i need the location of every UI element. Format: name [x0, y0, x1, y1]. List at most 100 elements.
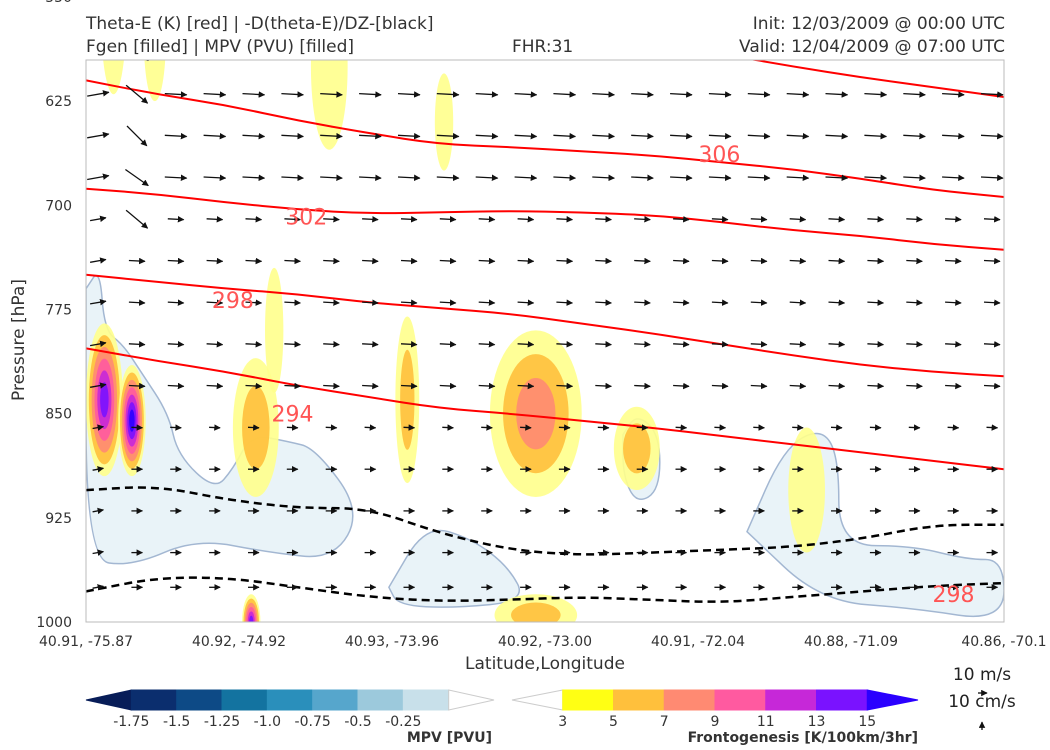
theta-e-label: 306: [698, 143, 740, 168]
x-tick-label: 40.86, -70.1: [961, 634, 1046, 650]
y-tick-label: 850: [45, 407, 72, 423]
wind-vector: [517, 382, 535, 390]
wind-vector: [634, 299, 651, 306]
wind-vector: [209, 424, 221, 431]
colorbar-segment: [221, 689, 268, 711]
wind-vector: [284, 341, 301, 348]
wind-vector: [711, 216, 729, 223]
wind-vector: [206, 299, 224, 306]
colorbar-tick-label: 5: [609, 714, 618, 730]
fgen-level-13: [249, 615, 254, 622]
wind-vector: [242, 132, 266, 140]
wind-vector: [398, 52, 420, 53]
wind-vector: [753, 424, 765, 431]
wind-vector: [906, 341, 923, 348]
fgen-blob-20: [242, 594, 261, 622]
wind-vector: [245, 341, 263, 348]
wind-vector: [828, 299, 846, 306]
colorbar-segment: [816, 689, 868, 711]
wind-vector: [983, 382, 1001, 390]
wind-vector: [517, 257, 535, 265]
wind-vector: [478, 382, 496, 390]
wind-vector: [478, 341, 496, 348]
wind-vector: [980, 132, 1004, 140]
wind-vector: [553, 132, 577, 140]
wind-vector: [359, 132, 382, 140]
wind-vector: [945, 299, 962, 306]
wind-vector: [320, 52, 342, 53]
wind-vector: [400, 382, 418, 390]
wind-vector: [439, 341, 457, 348]
wind-vector: [325, 424, 338, 431]
colorbar-segment: [266, 689, 314, 711]
wind-vector: [281, 132, 304, 140]
wind-vector: [514, 174, 538, 182]
wind-vector: [125, 84, 149, 104]
wind-vector: [750, 382, 768, 390]
colorbar-segment: [866, 689, 919, 711]
wind-vector: [556, 299, 574, 306]
wind-vector: [245, 257, 263, 265]
wind-vector: [204, 10, 226, 11]
fgen-level-13: [100, 382, 109, 418]
wind-vector: [128, 299, 146, 306]
theta-e-label-layer: 3423383343303263223183143103063022982942…: [212, 60, 975, 608]
fgen-level-3: [434, 73, 454, 171]
wind-vector: [983, 299, 1001, 306]
theta-e-contour-306: [86, 79, 1004, 198]
wind-vector: [906, 299, 923, 306]
x-tick-label: 40.93, -73.96: [345, 634, 439, 650]
wind-vector: [556, 257, 574, 265]
wind-vector: [595, 382, 612, 390]
y-tick-label: 625: [45, 94, 72, 110]
colorbar-tick-label: -0.5: [344, 714, 371, 730]
wind-vector: [789, 299, 807, 306]
colorbar-segment: [85, 689, 132, 711]
wind-vector: [903, 132, 926, 140]
y-tick-label: 925: [45, 511, 72, 527]
wind-vector: [634, 257, 651, 265]
wind-vector: [826, 52, 848, 53]
wind-vector: [475, 174, 499, 182]
wind-vector: [89, 340, 107, 348]
wind-vector: [286, 424, 299, 431]
fgen-level-3: [265, 267, 284, 393]
colorbar-tick-label: -1.0: [254, 714, 281, 730]
wind-vector: [709, 52, 731, 53]
wind-vector: [867, 216, 885, 223]
wind-vector: [437, 10, 459, 11]
colorbar-mpv: -1.75 -1.5 -1.25 -1.0 -0.75 -0.5 -0.25: [85, 689, 495, 730]
wind-vector: [709, 10, 731, 11]
wind-vector: [631, 52, 653, 53]
wind-vector: [787, 10, 809, 11]
wind-vector: [245, 382, 263, 390]
wind-vector: [362, 299, 379, 306]
colorbar-tick-label: -1.75: [113, 714, 149, 730]
fgen-blob-3: [103, 60, 124, 95]
wind-vector: [517, 341, 535, 348]
fgen-blob-7: [258, 0, 273, 60]
wind-vector: [864, 132, 888, 140]
wind-vector: [558, 424, 571, 431]
wind-vector: [128, 257, 146, 265]
fgen-blob-13: [494, 594, 578, 622]
wind-vector: [517, 299, 535, 306]
fgen-level-3: [788, 427, 825, 553]
wind-vector: [826, 10, 848, 11]
wind-vector: [592, 52, 614, 53]
wind-vector: [750, 257, 768, 265]
wind-vector: [592, 10, 614, 11]
wind-vector: [281, 91, 304, 98]
wind-vector: [673, 341, 690, 348]
colorbar-tick-label: 15: [858, 714, 876, 730]
wind-vector: [595, 299, 612, 306]
colorbar-tick-label: 9: [711, 714, 720, 730]
wind-vector: [436, 91, 460, 98]
fgen-blob-10: [395, 316, 420, 484]
wind-vector: [242, 174, 266, 182]
fgen-level-3: [144, 60, 166, 102]
wind-vector: [362, 257, 379, 265]
wind-vector: [439, 257, 457, 265]
wind-vector: [128, 341, 146, 348]
